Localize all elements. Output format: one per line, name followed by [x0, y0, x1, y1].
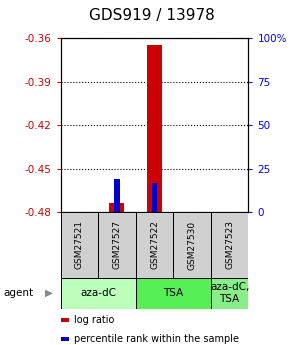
Bar: [61, 337, 69, 341]
Text: GSM27527: GSM27527: [112, 220, 122, 269]
Bar: [61, 278, 136, 309]
Text: GDS919 / 13978: GDS919 / 13978: [88, 8, 215, 23]
Bar: [114, 179, 120, 212]
Bar: [61, 318, 69, 322]
Text: GSM27522: GSM27522: [150, 220, 159, 269]
Text: ▶: ▶: [45, 288, 53, 298]
Text: GSM27530: GSM27530: [188, 220, 197, 269]
Bar: [136, 278, 211, 309]
Text: TSA: TSA: [163, 288, 183, 298]
Bar: [211, 278, 248, 309]
Text: log ratio: log ratio: [74, 315, 114, 325]
Bar: [136, 212, 173, 278]
Bar: [173, 212, 211, 278]
Bar: [147, 45, 162, 212]
Bar: [98, 212, 136, 278]
Text: GSM27521: GSM27521: [75, 220, 84, 269]
Text: percentile rank within the sample: percentile rank within the sample: [74, 334, 239, 344]
Text: agent: agent: [3, 288, 33, 298]
Text: aza-dC,
TSA: aza-dC, TSA: [210, 283, 249, 304]
Bar: [61, 212, 98, 278]
Text: aza-dC: aza-dC: [80, 288, 116, 298]
Bar: [152, 184, 157, 212]
Bar: [109, 204, 125, 212]
Bar: [211, 212, 248, 278]
Text: GSM27523: GSM27523: [225, 220, 234, 269]
